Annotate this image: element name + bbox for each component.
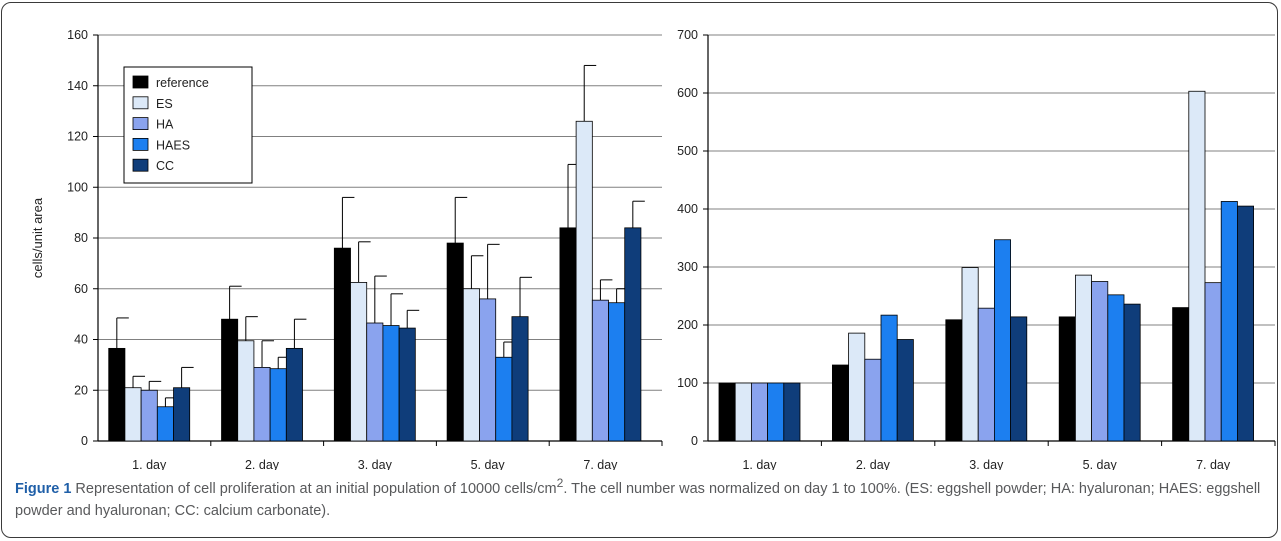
chart1-bar-reference-0: [108, 347, 126, 442]
legend-swatch-reference: [132, 75, 149, 89]
chart1-bar-reference-3: [446, 242, 464, 442]
chart2-bar-ha-0: [750, 382, 768, 442]
chart2-bar-haes-2: [993, 239, 1011, 442]
chart2-bar-reference-0: [718, 382, 736, 442]
legend-label-ha: HA: [156, 118, 174, 132]
chart2-y-tick-label: 500: [677, 144, 698, 158]
legend-swatch-cc: [132, 158, 149, 172]
chart1-bar-reference-2: [333, 247, 351, 442]
chart2-bar-reference-3: [1058, 316, 1076, 442]
chart2-bar-reference-2: [945, 319, 963, 442]
chart1-category-label: 1. day: [132, 458, 167, 470]
legend-label-cc: CC: [156, 159, 174, 173]
chart1-y-tick-label: 40: [74, 333, 88, 347]
chart1-category-label: 5. day: [471, 458, 506, 470]
chart1-category-label: 7. day: [583, 458, 618, 470]
chart1-bar-cc-4: [624, 227, 642, 442]
chart1-bar-reference-4: [559, 227, 577, 442]
chart1-bar-ha-1: [253, 367, 271, 442]
chart1-bar-cc-3: [511, 316, 529, 442]
chart1-y-tick-label: 80: [74, 231, 88, 245]
chart2-y-tick-label: 200: [677, 318, 698, 332]
chart2-y-tick-label: 300: [677, 260, 698, 274]
chart1-bar-es-2: [350, 282, 368, 442]
chart2-bar-haes-3: [1107, 294, 1125, 442]
chart1-bar-ha-2: [366, 322, 384, 442]
legend-swatch-es: [132, 96, 149, 110]
legend-swatch-haes: [132, 137, 149, 151]
chart1-bar-es-4: [575, 120, 593, 442]
chart1-bar-cc-1: [285, 347, 303, 442]
chart1-y-axis-label: cells/unit area: [30, 197, 45, 278]
chart2-y-tick-label: 100: [677, 376, 698, 390]
chart1-bar-ha-0: [140, 389, 158, 442]
chart2-y-tick-label: 600: [677, 86, 698, 100]
chart2-category-label: 5. day: [1083, 458, 1118, 470]
chart1-bar-ha-4: [591, 299, 609, 442]
chart2-y-tick-label: 400: [677, 202, 698, 216]
chart2-bar-haes-1: [880, 314, 898, 442]
chart2-bar-ha-4: [1204, 282, 1222, 442]
chart1-bar-ha-3: [479, 298, 497, 442]
chart1-y-tick-label: 20: [74, 383, 88, 397]
chart2-bar-es-0: [734, 382, 752, 442]
chart2-bar-ha-3: [1091, 281, 1109, 442]
chart1-bar-reference-1: [221, 318, 239, 442]
chart1-bar-es-0: [124, 387, 142, 442]
chart2-bar-es-2: [961, 267, 979, 442]
figure-caption: Figure 1 Representation of cell prolifer…: [15, 472, 1267, 522]
chart2-bar-es-4: [1188, 90, 1206, 442]
chart2-bar-ha-1: [864, 358, 882, 442]
chart2-bar-es-3: [1074, 274, 1092, 442]
chart2-category-label: 3. day: [969, 458, 1004, 470]
chart1-y-tick-label: 140: [67, 79, 88, 93]
legend-swatch-ha: [132, 117, 149, 130]
chart1-bar-haes-4: [608, 302, 626, 442]
legend-label-es: ES: [156, 97, 173, 111]
chart1-bar-haes-2: [382, 325, 400, 442]
chart1-y-tick-label: 0: [81, 434, 88, 448]
caption-text-2: . The cell number was normalized on day …: [15, 480, 1261, 519]
chart2-category-label: 7. day: [1196, 458, 1231, 470]
legend-label-reference: reference: [156, 76, 209, 90]
chart1-bar-es-3: [462, 288, 480, 442]
chart2-bar-cc-3: [1123, 303, 1141, 442]
chart1-category-label: 2. day: [245, 458, 280, 470]
chart2-bar-cc-4: [1236, 205, 1254, 442]
chart2-bar-ha-2: [977, 307, 995, 442]
chart2-bar-reference-1: [831, 364, 849, 442]
chart2-bar-haes-0: [767, 382, 785, 442]
chart2-y-tick-label: 700: [677, 28, 698, 42]
chart1-y-tick-label: 160: [67, 28, 88, 42]
chart1-bar-cc-2: [398, 327, 416, 442]
chart2-y-tick-label: 0: [691, 434, 698, 448]
chart2-bar-reference-4: [1172, 307, 1190, 442]
chart1-y-tick-label: 100: [67, 180, 88, 194]
chart2-category-label: 2. day: [856, 458, 891, 470]
figure-label: Figure 1: [15, 480, 72, 497]
chart1-bar-cc-0: [173, 387, 191, 442]
chart1-bar-haes-0: [156, 406, 174, 442]
chart2-bar-cc-0: [783, 382, 801, 442]
chart2-category-label: 1. day: [742, 458, 777, 470]
chart1-y-tick-label: 120: [67, 130, 88, 144]
chart1-bar-haes-1: [269, 368, 287, 442]
chart1-y-tick-label: 60: [74, 282, 88, 296]
chart2-bar-haes-4: [1220, 201, 1238, 442]
chart2-bar-cc-2: [1010, 316, 1028, 442]
chart2-bar-cc-1: [896, 339, 914, 442]
chart2-bar-es-1: [848, 332, 866, 442]
caption-text-1: Representation of cell proliferation at …: [71, 480, 557, 497]
chart1-bar-haes-3: [495, 356, 513, 442]
chart1-bar-es-1: [237, 340, 255, 442]
charts-canvas: 0 20 40 60 80 100 120 140 160 cells/unit area 1. d…: [30, 28, 1276, 470]
caption-superscript: 2: [556, 476, 564, 490]
legend-label-haes: HAES: [156, 138, 190, 152]
chart1-category-label: 3. day: [358, 458, 393, 470]
